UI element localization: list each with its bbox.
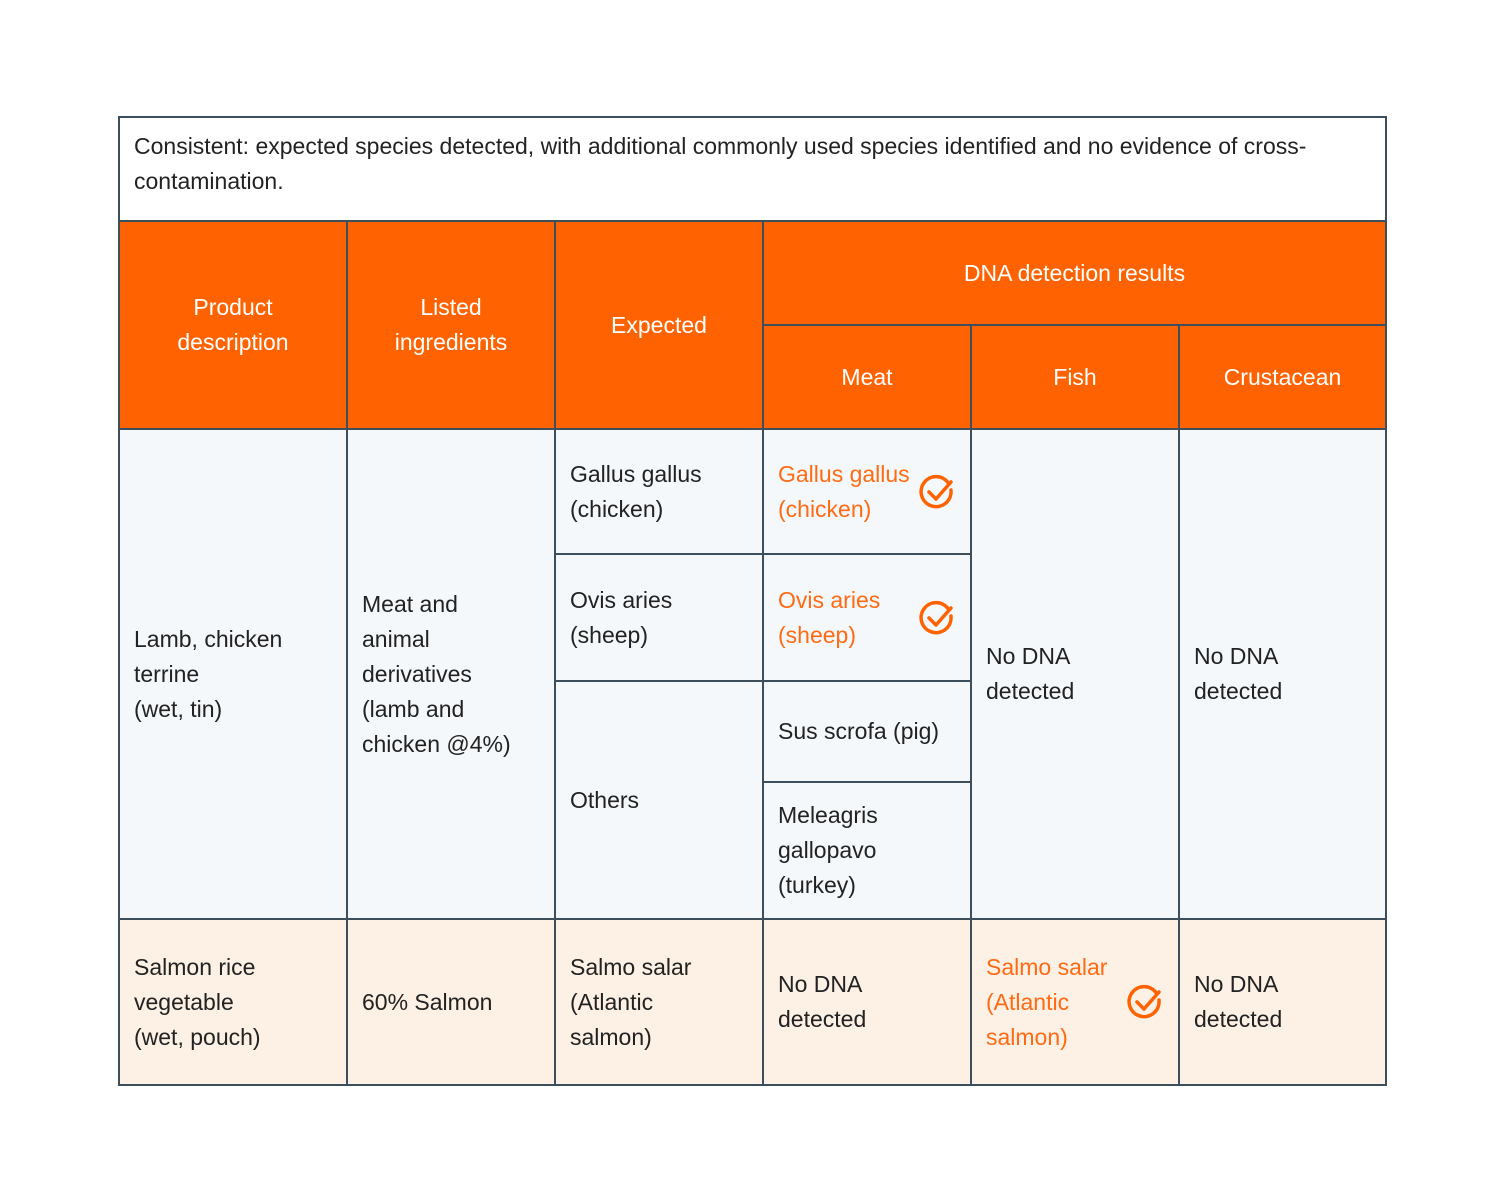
cell-text: Others [570,786,640,813]
cell-text: No DNA detected [778,971,867,1032]
cell-text: No DNA detected [1194,971,1283,1032]
cell-text: 60% Salmon [362,988,493,1015]
header-text: Fish [1053,363,1097,390]
header-text: Product description [177,294,289,355]
cell-text: Ovis aries (sheep) [570,586,673,648]
row1-fish: No DNA detected [970,428,1180,920]
row1-meat-pig: Sus scrofa (pig) [762,680,972,783]
check-circle-icon [919,474,953,508]
check-circle-icon [919,600,953,634]
row1-ingredients: Meat and animal derivatives (lamb and ch… [346,428,556,920]
row1-product: Lamb, chicken terrine (wet, tin) [118,428,348,920]
row2-meat: No DNA detected [762,918,972,1086]
cell-text: Meat and animal derivatives (lamb and ch… [362,590,511,757]
row1-expected-others: Others [554,680,764,920]
cell-text: Lamb, chicken terrine (wet, tin) [134,625,283,722]
header-text: Crustacean [1223,363,1342,390]
row2-product: Salmon rice vegetable (wet, pouch) [118,918,348,1086]
row1-meat-sheep: Ovis aries (sheep) [762,553,972,682]
row1-meat-turkey: Meleagris gallopavo (turkey) [762,781,972,920]
header-dna: DNA detection results [762,220,1387,326]
check-circle-icon [1127,984,1161,1019]
cell-text: Sus scrofa (pig) [778,718,940,744]
cell-text: Salmo salar (Atlantic salmon) [570,953,692,1050]
header-fish: Fish [970,324,1180,430]
row2-ingredients: 60% Salmon [346,918,556,1086]
header-text: Listed ingredients [394,294,508,355]
row1-meat-chicken: Gallus gallus (chicken) [762,428,972,555]
row2-expected: Salmo salar (Atlantic salmon) [554,918,764,1086]
row1-crustacean: No DNA detected [1178,428,1387,920]
header-ingredients: Listed ingredients [346,220,556,430]
row1-expected-chicken: Gallus gallus (chicken) [554,428,764,555]
header-text: Expected [611,311,707,338]
header-expected: Expected [554,220,764,430]
row2-crustacean: No DNA detected [1178,918,1387,1086]
caption-text: Consistent: expected species detected, w… [134,133,1307,194]
cell-text: Meleagris gallopavo (turkey) [778,802,878,898]
cell-text: No DNA detected [986,643,1075,704]
row2-fish: Salmo salar (Atlantic salmon) [970,918,1180,1086]
header-text: DNA detection results [963,259,1186,286]
cell-text: Salmo salar (Atlantic salmon) [986,953,1108,1050]
table-caption: Consistent: expected species detected, w… [118,116,1387,222]
cell-text: Ovis aries (sheep) [778,586,881,648]
cell-text: Gallus gallus (chicken) [778,460,910,522]
row1-expected-sheep: Ovis aries (sheep) [554,553,764,682]
cell-text: No DNA detected [1194,643,1283,704]
header-product: Product description [118,220,348,430]
cell-text: Gallus gallus (chicken) [570,460,702,522]
header-meat: Meat [762,324,972,430]
cell-text: Salmon rice vegetable (wet, pouch) [134,953,261,1050]
header-text: Meat [841,363,893,390]
header-crustacean: Crustacean [1178,324,1387,430]
